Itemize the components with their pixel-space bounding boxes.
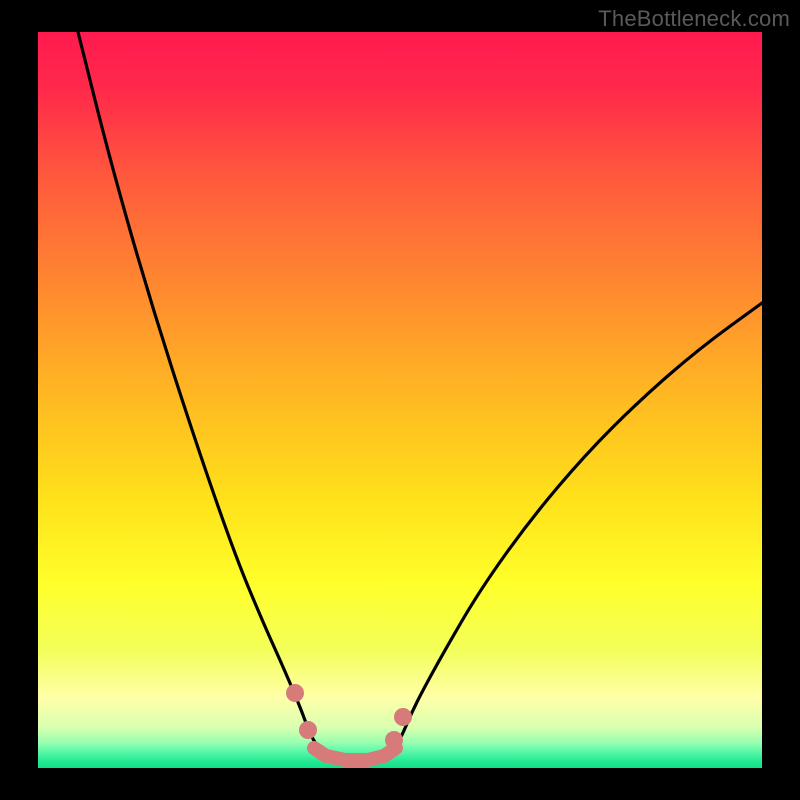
accent-dot-2 <box>394 708 412 726</box>
watermark-text: TheBottleneck.com <box>598 6 790 32</box>
accent-dot-0 <box>286 684 304 702</box>
bottleneck-chart <box>0 0 800 800</box>
accent-dot-1 <box>299 721 317 739</box>
gradient-area <box>38 32 762 768</box>
